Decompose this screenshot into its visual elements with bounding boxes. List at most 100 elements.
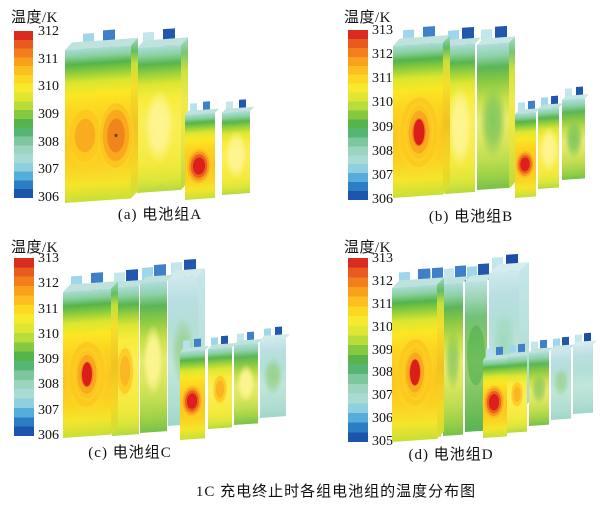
prismatic-cell <box>392 268 444 442</box>
pouch-cell <box>514 100 540 198</box>
thermal-render-panel-b <box>393 25 589 198</box>
prismatic-cell <box>65 29 138 203</box>
colorbar-tick-label: 309 <box>38 352 59 368</box>
pouch-cell <box>562 86 589 180</box>
pouch-cell <box>482 346 511 438</box>
colorbar-title-a: 温度/K <box>11 10 59 26</box>
colorbar-tick-label: 312 <box>372 273 393 289</box>
thermal-render-panel-a <box>65 28 254 203</box>
pouch-cell <box>234 331 262 425</box>
colorbar-tick-label: 309 <box>38 106 59 122</box>
panel-caption-c: (c) 电池组C <box>88 445 172 461</box>
colorbar-b <box>348 30 368 200</box>
hotspot <box>514 148 536 181</box>
hotspot <box>445 327 461 392</box>
hotspot <box>65 102 105 169</box>
colorbar-tick-label: 306 <box>38 189 59 205</box>
hotspot <box>185 145 213 187</box>
hotspot <box>144 88 174 165</box>
hotspot <box>482 383 506 422</box>
colorbar-tick-label: 311 <box>38 51 59 67</box>
pouch-cell <box>551 336 575 420</box>
colorbar-tick-label: 310 <box>372 95 393 111</box>
prismatic-cell <box>140 264 173 433</box>
colorbar-d <box>348 258 368 442</box>
prismatic-cell <box>477 25 515 190</box>
hotspot <box>480 82 506 159</box>
colorbar-tick-label: 307 <box>372 388 393 404</box>
colorbar-title-c: 温度/K <box>11 240 59 256</box>
hotspot <box>540 126 558 173</box>
colorbar-tick-label: 308 <box>372 143 393 159</box>
hotspot <box>531 372 547 405</box>
colorbar-tick-label: 308 <box>372 365 393 381</box>
colorbar-title-b: 温度/K <box>344 10 392 26</box>
pouch-cell <box>222 99 254 195</box>
panel-caption-a: (a) 电池组A <box>117 207 203 223</box>
hotspot <box>263 357 283 396</box>
thermal-render-panel-d <box>392 253 597 442</box>
pouch-cell <box>180 338 209 440</box>
panel-caption-b: (b) 电池组B <box>428 209 514 225</box>
hotspot-core <box>413 119 425 146</box>
colorbar-tick-label: 310 <box>372 319 393 335</box>
pouch-cell <box>260 326 290 418</box>
prismatic-cell <box>112 269 145 436</box>
colorbar-tick-label: 310 <box>38 326 59 342</box>
pouch-cell <box>529 339 553 426</box>
colorbar-tick-label: 308 <box>38 134 59 150</box>
hotspot <box>448 84 472 169</box>
colorbar-tick-label: 311 <box>372 296 393 312</box>
pouch-cell <box>573 332 597 414</box>
pouch-cell <box>208 335 236 429</box>
figure-caption: 1C 充电终止时各组电池组的温度分布图 <box>195 484 477 500</box>
prismatic-cell <box>393 26 450 198</box>
prismatic-cell <box>63 272 118 438</box>
thermal-render-panel-c <box>63 259 290 440</box>
colorbar-tick-label: 311 <box>372 71 393 87</box>
hotspot <box>212 372 228 407</box>
colorbar-tick-label: 306 <box>38 427 59 443</box>
prismatic-cell <box>137 28 188 193</box>
colorbar-c <box>14 258 34 436</box>
pouch-cell <box>507 343 531 433</box>
colorbar-ticks-b: 313 312 311 310 309 308 307 306 <box>372 23 393 207</box>
colorbar-ticks-c: 313 312 311 310 309 308 307 306 <box>38 251 59 443</box>
colorbar-tick-label: 306 <box>372 411 393 427</box>
colorbar-tick-label: 313 <box>372 251 393 266</box>
pouch-cell <box>185 101 219 200</box>
hotspot <box>237 364 255 403</box>
colorbar-tick-label: 307 <box>38 162 59 178</box>
colorbar-tick-label: 312 <box>372 47 393 63</box>
colorbar-tick-label: 312 <box>38 24 59 39</box>
prismatic-cell <box>445 26 481 194</box>
colorbar-tick-label: 313 <box>372 23 393 38</box>
hotspot <box>565 117 583 160</box>
pouch-cell <box>538 95 563 189</box>
colorbar-tick-label: 313 <box>38 251 59 266</box>
colorbar-title-d: 温度/K <box>344 240 392 256</box>
hotspot <box>115 342 135 401</box>
hotspot <box>467 325 485 386</box>
colorbar-tick-label: 305 <box>372 434 393 449</box>
prismatic-cell <box>465 263 493 432</box>
colorbar-tick-label: 308 <box>38 377 59 393</box>
colorbar-tick-label: 311 <box>38 301 59 317</box>
colorbar-ticks-a: 312 311 310 309 308 307 306 <box>38 24 59 205</box>
colorbar-a <box>14 31 33 198</box>
colorbar-ticks-d: 313 312 311 310 309 308 307 306 305 <box>372 251 393 449</box>
colorbar-tick-label: 307 <box>38 402 59 418</box>
hotspot <box>225 130 247 181</box>
prismatic-cell <box>443 265 469 436</box>
colorbar-tick-label: 306 <box>372 191 393 207</box>
hotspot-core <box>410 359 420 386</box>
hotspot <box>553 367 569 398</box>
colorbar-tick-label: 307 <box>372 167 393 183</box>
colorbar-tick-label: 309 <box>372 342 393 358</box>
panel-caption-d: (d) 电池组D <box>408 447 494 463</box>
hotspot <box>510 379 524 410</box>
colorbar-tick-label: 309 <box>372 119 393 135</box>
colorbar-tick-label: 312 <box>38 276 59 292</box>
hotspot <box>143 324 163 397</box>
